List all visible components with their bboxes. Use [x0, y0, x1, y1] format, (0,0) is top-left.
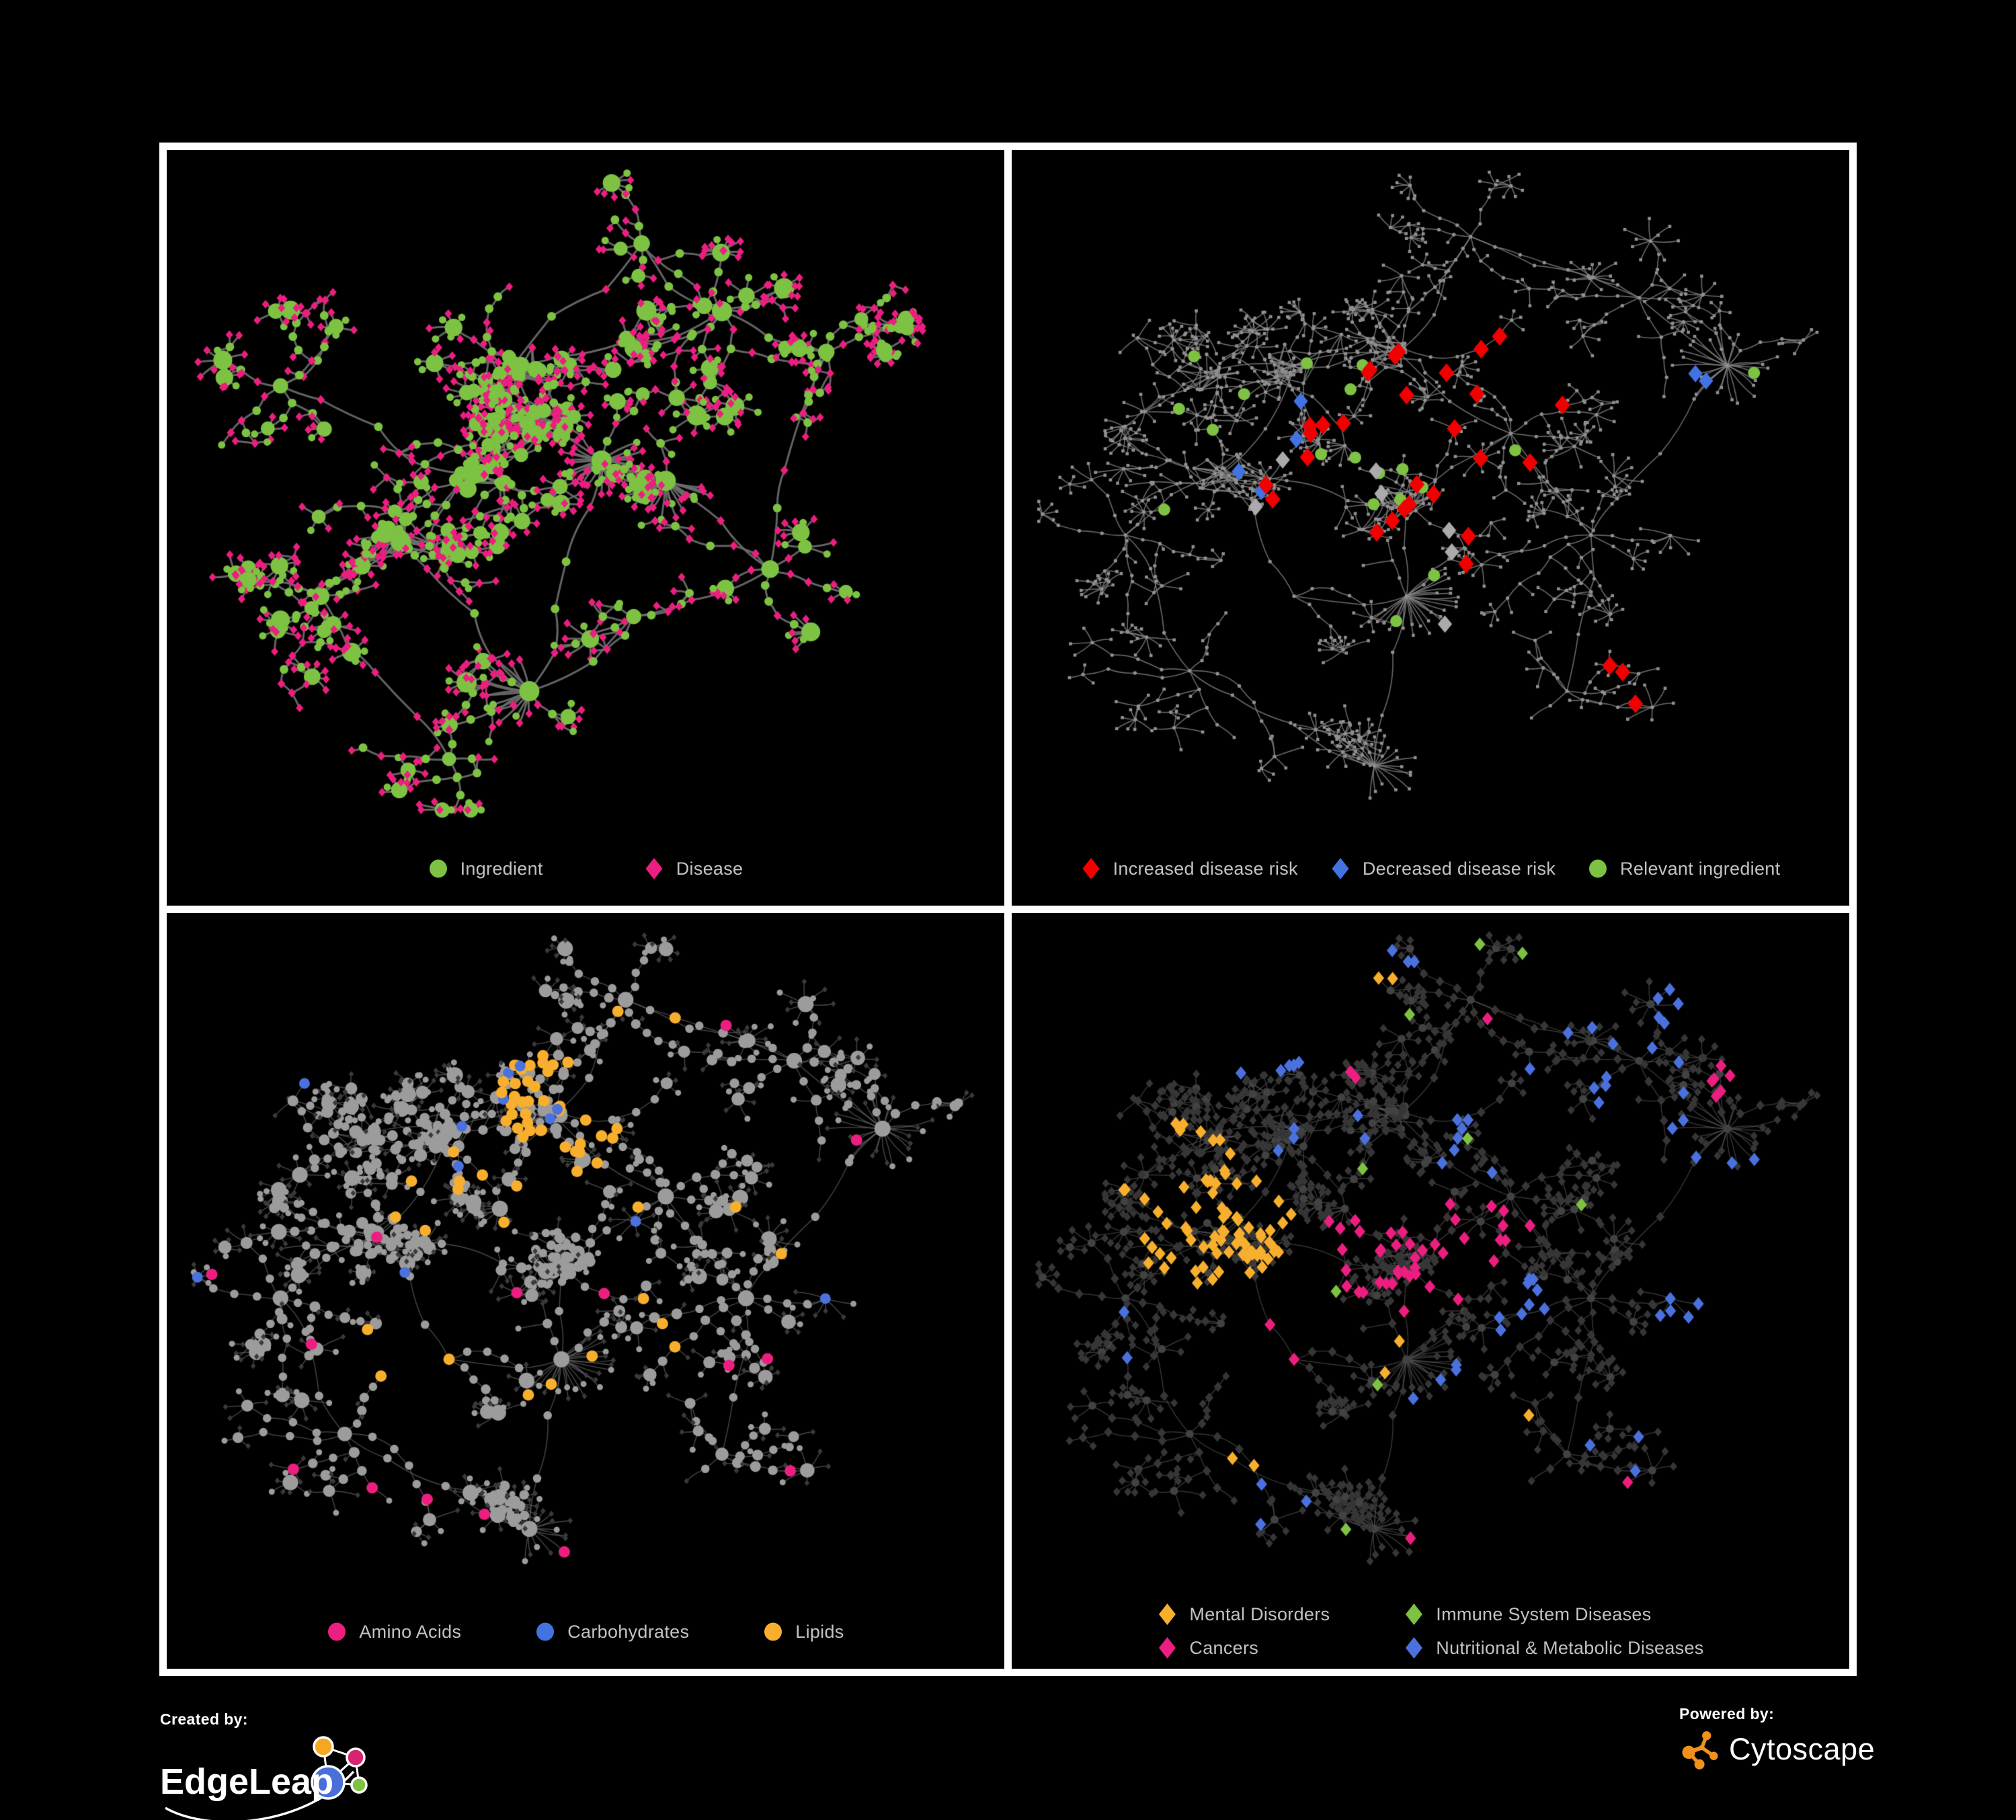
edgeleap-node-pink-icon [346, 1747, 366, 1768]
legend-circle-icon [1589, 859, 1607, 878]
legend-ingredient-disease: Ingredient Disease [167, 857, 1004, 880]
legend-item: Nutritional & Metabolic Diseases [1404, 1636, 1703, 1659]
legend-label: Increased disease risk [1113, 858, 1298, 879]
legend-label: Amino Acids [359, 1621, 462, 1642]
legend-label: Disease [676, 858, 743, 879]
legend-item: Ingredient [428, 857, 543, 880]
legend-diamond-icon [645, 858, 663, 879]
legend-item: Relevant ingredient [1588, 857, 1780, 880]
edgeleap-node-orange-icon [313, 1736, 334, 1757]
cytoscape-logo: Cytoscape [1679, 1729, 1875, 1770]
legend-circle-icon [764, 1622, 782, 1641]
legend-circle-icon [536, 1622, 555, 1641]
legend-label: Cancers [1189, 1637, 1259, 1658]
powered-by-block: Powered by: Cytoscape [1679, 1705, 1875, 1770]
legend-diamond-icon [1158, 1637, 1176, 1659]
panel-nutrient-classes: Amino Acids Carbohydrates Lipids [167, 913, 1004, 1669]
edgeleap-logo: EdgeLeap [160, 1736, 368, 1820]
legend-disease-classes: Mental Disorders Immune System Diseases Ca… [1157, 1603, 1703, 1659]
network-canvas-ingredient-disease [167, 150, 1004, 906]
network-canvas-nutrients [167, 913, 1004, 1669]
legend-item: Decreased disease risk [1330, 857, 1556, 880]
legend-item: Immune System Diseases [1404, 1603, 1703, 1626]
legend-diamond-icon [1405, 1604, 1422, 1625]
legend-diamond-icon [1332, 858, 1349, 879]
legend-nutrients: Amino Acids Carbohydrates Lipids [167, 1620, 1004, 1643]
legend-circle-icon [429, 859, 447, 878]
legend-item: Amino Acids [327, 1620, 461, 1643]
panel-disease-classes: Mental Disorders Immune System Diseases Ca… [1012, 913, 1849, 1669]
legend-label: Ingredient [460, 858, 543, 879]
panel-grid: Ingredient Disease Increased disease risk… [159, 143, 1857, 1676]
legend-item: Disease [644, 857, 743, 880]
created-by-label: Created by: [160, 1710, 248, 1728]
edgeleap-wordmark: EdgeLeap [160, 1762, 333, 1802]
legend-label: Decreased disease risk [1362, 858, 1556, 879]
legend-circle-icon [328, 1622, 346, 1641]
panel-ingredient-disease: Ingredient Disease [167, 150, 1004, 906]
network-canvas-risk [1012, 150, 1849, 906]
legend-risk: Increased disease risk Decreased disease … [1012, 857, 1849, 880]
legend-label: Relevant ingredient [1620, 858, 1781, 879]
edgeleap-node-blue-icon [311, 1765, 346, 1800]
powered-by-label: Powered by: [1679, 1705, 1775, 1723]
network-canvas-disease-classes [1012, 913, 1849, 1669]
legend-diamond-icon [1158, 1604, 1176, 1625]
cytoscape-network-icon [1682, 1731, 1718, 1770]
panel-disease-risk: Increased disease risk Decreased disease … [1012, 150, 1849, 906]
legend-label: Carbohydrates [567, 1621, 690, 1642]
edgeleap-node-green-icon [350, 1776, 368, 1794]
legend-label: Lipids [795, 1621, 844, 1642]
legend-item: Increased disease risk [1081, 857, 1298, 880]
legend-item: Lipids [763, 1620, 844, 1643]
legend-item: Cancers [1157, 1636, 1330, 1659]
created-by-block: Created by: EdgeLeap [160, 1710, 368, 1820]
legend-diamond-icon [1405, 1637, 1422, 1659]
legend-label: Nutritional & Metabolic Diseases [1436, 1637, 1704, 1658]
legend-label: Mental Disorders [1189, 1604, 1330, 1624]
legend-item: Carbohydrates [535, 1620, 689, 1643]
cytoscape-wordmark: Cytoscape [1729, 1732, 1876, 1766]
legend-label: Immune System Diseases [1436, 1604, 1652, 1624]
legend-item: Mental Disorders [1157, 1603, 1330, 1626]
legend-diamond-icon [1082, 858, 1100, 879]
